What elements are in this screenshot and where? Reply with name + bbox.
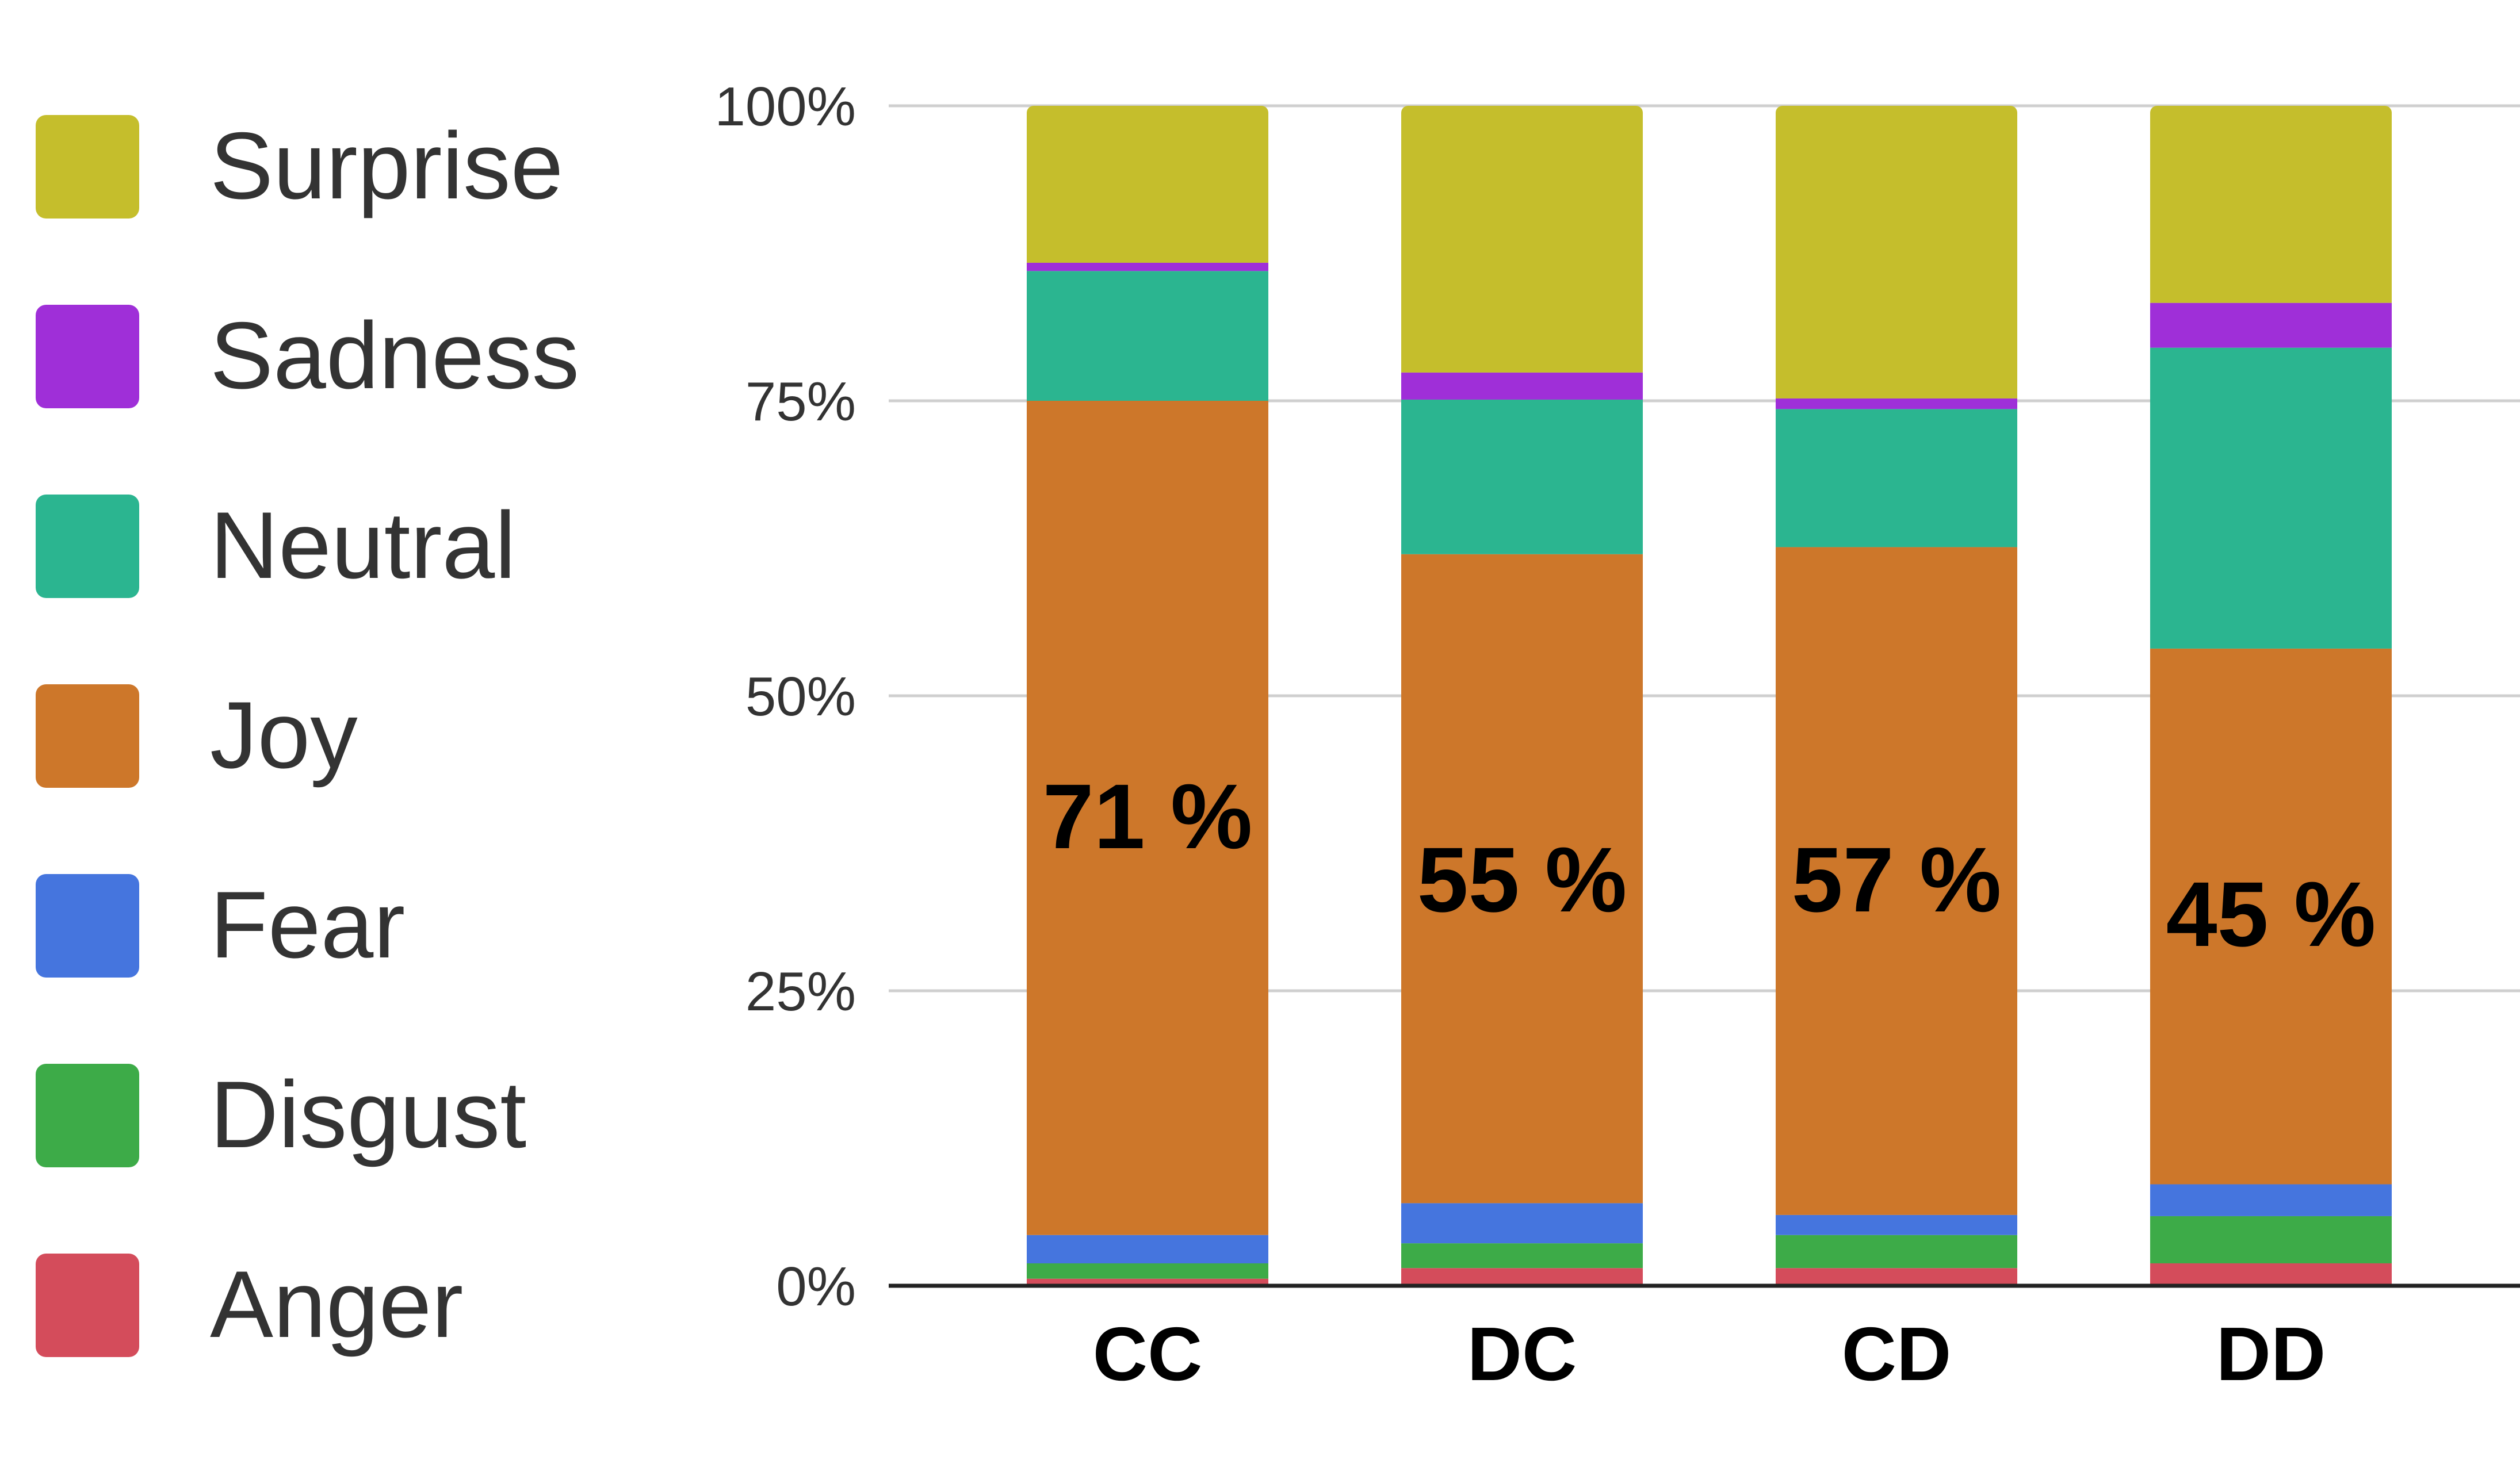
legend-swatch-surprise xyxy=(36,115,139,219)
data-label-cd: 57 % xyxy=(1792,828,2002,931)
bar-segment-cd-neutral xyxy=(1776,409,2017,547)
legend-label-surprise: Surprise xyxy=(210,113,563,219)
legend-swatch-sadness xyxy=(36,305,139,408)
bar-segment-dc-anger xyxy=(1401,1268,1643,1286)
data-label-dd: 45 % xyxy=(2166,863,2376,965)
bar-segment-dc-sadness xyxy=(1401,372,1643,400)
bar-segment-cc-fear xyxy=(1027,1235,1268,1264)
legend-swatch-joy xyxy=(36,684,139,788)
bar-segment-cd-disgust xyxy=(1776,1235,2017,1269)
bar-segment-dc-neutral xyxy=(1401,399,1643,554)
y-tick-label-0: 0% xyxy=(776,1256,856,1317)
bar-segment-dc-fear xyxy=(1401,1203,1643,1244)
legend-label-neutral: Neutral xyxy=(210,492,516,598)
bar-segment-dc-joy xyxy=(1401,554,1643,1204)
legend-swatch-fear xyxy=(36,874,139,978)
legend-label-fear: Fear xyxy=(210,872,405,978)
x-tick-label-dc: DC xyxy=(1467,1312,1577,1396)
legend-swatch-neutral xyxy=(36,495,139,598)
legend-swatch-disgust xyxy=(36,1064,139,1167)
bar-segment-cc-sadness xyxy=(1027,262,1268,271)
legend-label-anger: Anger xyxy=(210,1251,463,1357)
y-tick-label-25: 25% xyxy=(745,961,856,1022)
bar-segment-cd-joy xyxy=(1776,547,2017,1215)
legend-label-joy: Joy xyxy=(210,682,358,788)
bar-segment-cc-disgust xyxy=(1027,1263,1268,1279)
bar-segment-cc-joy xyxy=(1027,401,1268,1235)
bar-segment-dd-sadness xyxy=(2150,302,2392,348)
y-axis-ticks: 0% 25% 50% 75% 100% xyxy=(714,76,856,1317)
bar-segment-dd-fear xyxy=(2150,1184,2392,1216)
bar-segment-cd-fear xyxy=(1776,1214,2017,1235)
legend-label-disgust: Disgust xyxy=(210,1062,526,1167)
legend-label-sadness: Sadness xyxy=(210,302,579,408)
bars xyxy=(1027,106,2392,1286)
legend: Surprise Sadness Neutral Joy Fear Disgust Ange… xyxy=(36,113,579,1357)
y-tick-label-50: 50% xyxy=(745,666,856,727)
data-label-cc: 71 % xyxy=(1043,765,1253,868)
bar-segment-dd-neutral xyxy=(2150,347,2392,649)
x-tick-label-cc: CC xyxy=(1093,1312,1203,1396)
data-label-dc: 55 % xyxy=(1417,828,1627,931)
bar-segment-cd-anger xyxy=(1776,1268,2017,1286)
bar-segment-cc-neutral xyxy=(1027,271,1268,401)
bar-segment-cd-sadness xyxy=(1776,398,2017,409)
bar-segment-fill-dd-surprise xyxy=(2150,117,2392,303)
x-tick-label-dd: DD xyxy=(2216,1312,2326,1396)
y-tick-label-100: 100% xyxy=(714,76,856,137)
bar-segment-dc-disgust xyxy=(1401,1243,1643,1269)
legend-swatch-anger xyxy=(36,1254,139,1357)
bar-segment-dd-anger xyxy=(2150,1263,2392,1286)
bar-segment-dd-joy xyxy=(2150,648,2392,1185)
bar-segment-fill-dc-surprise xyxy=(1401,117,1643,373)
bar-segment-fill-cd-surprise xyxy=(1776,117,2017,398)
bar-annotations: 71 % 55 % 57 % 45 % xyxy=(1043,765,2376,965)
y-tick-label-75: 75% xyxy=(745,371,856,432)
bar-segment-dd-disgust xyxy=(2150,1216,2392,1264)
bar-segment-fill-cc-surprise xyxy=(1027,117,1268,263)
x-axis-labels: CC DC CD DD xyxy=(1093,1312,2326,1396)
x-tick-label-cd: CD xyxy=(1842,1312,1952,1396)
